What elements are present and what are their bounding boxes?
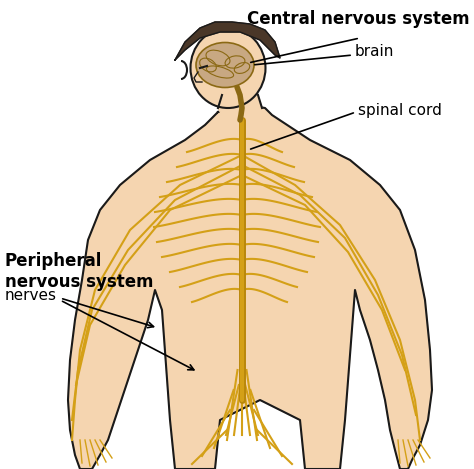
Text: spinal cord: spinal cord (358, 103, 442, 118)
Polygon shape (218, 92, 262, 115)
Polygon shape (175, 22, 280, 60)
Text: Peripheral
nervous system: Peripheral nervous system (5, 252, 154, 291)
Polygon shape (68, 105, 432, 469)
Text: brain: brain (355, 45, 394, 60)
Text: nerves: nerves (5, 287, 57, 303)
Text: Central nervous system: Central nervous system (247, 10, 470, 28)
Ellipse shape (196, 43, 254, 88)
Ellipse shape (191, 28, 265, 108)
